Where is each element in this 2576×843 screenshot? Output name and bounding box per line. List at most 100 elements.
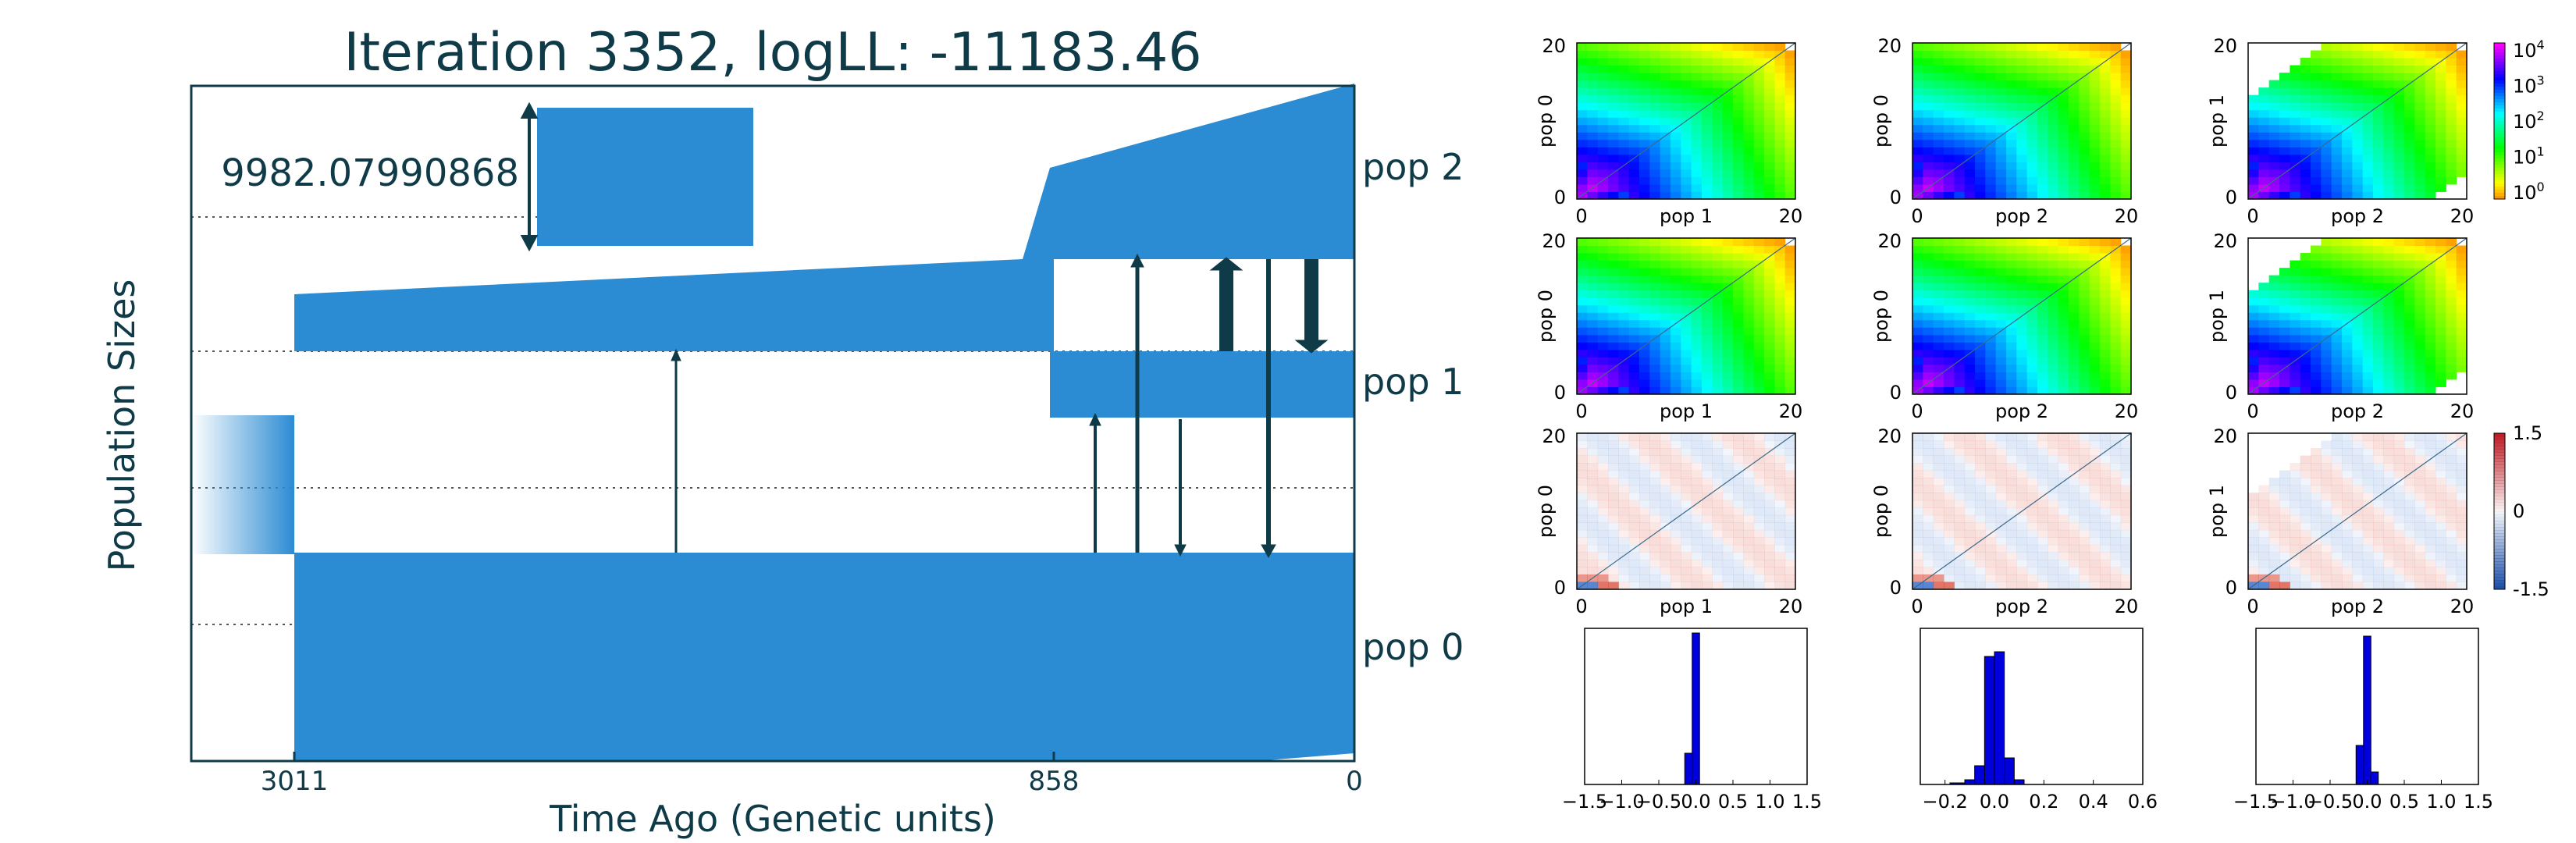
heatmap-cell	[2425, 463, 2436, 471]
heatmap-cell	[2300, 80, 2311, 88]
heatmap-cell	[2404, 559, 2415, 567]
heatmap-cell	[1691, 117, 1703, 126]
heatmap-cell	[2321, 327, 2332, 336]
heatmap-cell	[2110, 87, 2122, 96]
heatmap-cell	[1944, 514, 1955, 523]
heatmap-cell	[2414, 117, 2426, 126]
heatmap-cell	[1753, 319, 1765, 328]
heatmap-cell	[2393, 268, 2405, 276]
heatmap-cell	[2404, 582, 2415, 590]
heatmap-cell	[1660, 102, 1671, 111]
heatmap-cell	[1774, 275, 1786, 283]
heatmap-cell	[1587, 238, 1599, 247]
heatmap-cell	[1628, 455, 1640, 464]
heatmap-cell	[2321, 154, 2332, 162]
heatmap-cell	[2414, 574, 2426, 582]
heatmap-cell	[1618, 253, 1630, 261]
heatmap-cell	[1964, 327, 1976, 336]
heatmap-cell	[2321, 80, 2332, 88]
heatmap-cell	[2456, 109, 2467, 118]
heatmap-cell	[2048, 470, 2059, 478]
y-tick-label: 0	[1890, 187, 1902, 208]
heatmap-cell	[2393, 94, 2405, 103]
y-tick-label: 0	[1890, 577, 1902, 599]
heatmap-cell	[2311, 169, 2322, 177]
heatmap-cell	[1577, 58, 1588, 66]
heatmap-cell	[2069, 260, 2080, 269]
heatmap-cell	[1774, 260, 1786, 269]
heatmap-cell	[1784, 183, 1796, 192]
heatmap-cell	[2414, 109, 2426, 118]
heatmap-cell	[2016, 253, 2028, 261]
heatmap-cell	[1774, 448, 1786, 457]
heatmap-cell	[1577, 80, 1588, 88]
heatmap-cell	[1954, 290, 1966, 298]
heatmap-cell	[2435, 372, 2446, 380]
heatmap-cell	[1691, 544, 1703, 553]
heatmap-cell	[2331, 567, 2343, 575]
heatmap-cell	[2006, 522, 2017, 531]
heatmap-cell	[1985, 327, 1997, 336]
heatmap-cell	[1670, 334, 1681, 343]
heatmap-cell	[2026, 162, 2038, 170]
heatmap-cell	[2383, 386, 2395, 395]
heatmap-cell	[2404, 260, 2415, 269]
heatmap-cell	[2120, 183, 2132, 192]
y-tick-label: 20	[1542, 35, 1566, 57]
heatmap-cell	[2393, 463, 2405, 471]
heatmap-cell	[2006, 176, 2017, 185]
heatmap-cell	[1743, 493, 1755, 501]
heatmap-cell	[2393, 275, 2405, 283]
heatmap-cell	[2435, 582, 2446, 590]
heatmap-cell	[2058, 500, 2069, 508]
heatmap-cell	[1774, 567, 1786, 575]
heatmap-cell	[1975, 312, 1986, 321]
heatmap-cell	[2268, 500, 2280, 508]
heatmap-cell	[1944, 191, 1955, 200]
heatmap-cell	[1985, 176, 1997, 185]
heatmap-cell	[1954, 58, 1966, 66]
heatmap-cell	[1944, 124, 1955, 133]
heatmap-cell	[2362, 73, 2374, 81]
heatmap-cell	[2393, 470, 2405, 478]
heatmap-cell	[2006, 493, 2017, 501]
heatmap-cell	[1691, 386, 1703, 395]
heatmap-cell	[2300, 529, 2311, 538]
heatmap-cell	[2120, 507, 2132, 516]
heatmap-cell	[1923, 162, 1934, 170]
heatmap-cell	[1944, 117, 1955, 126]
heatmap-cell	[2352, 327, 2364, 336]
heatmap-cell	[1964, 529, 1976, 538]
x-axis-label: pop 2	[1995, 596, 2048, 617]
heatmap-cell	[1985, 183, 1997, 192]
heatmap-cell	[1733, 147, 1744, 155]
heatmap-cell	[2058, 132, 2069, 140]
y-tick-label: 20	[1877, 35, 1902, 57]
heatmap-cell	[1691, 529, 1703, 538]
heatmap-cell	[2089, 379, 2101, 387]
heatmap-cell	[2069, 147, 2080, 155]
heatmap-cell	[2037, 386, 2048, 395]
heatmap-cell	[2383, 283, 2395, 291]
heatmap-cell	[2016, 260, 2028, 269]
heatmap-cell	[1954, 514, 1966, 523]
heatmap-cell	[2058, 65, 2069, 73]
heatmap-cell	[2456, 537, 2467, 546]
heatmap-cell	[1774, 537, 1786, 546]
heatmap-cell	[2311, 567, 2322, 575]
heatmap-cell	[1597, 522, 1609, 531]
heatmap-cell	[2321, 102, 2332, 111]
heatmap-cell	[2290, 485, 2301, 493]
heatmap-cell	[1975, 552, 1986, 560]
heatmap-cell	[1964, 440, 1976, 449]
heatmap-cell	[1722, 245, 1734, 254]
heatmap-cell	[1954, 191, 1966, 200]
heatmap-cell	[1944, 253, 1955, 261]
heatmap-cell	[2331, 162, 2343, 170]
heatmap-cell	[2373, 183, 2384, 192]
heatmap-cell	[1702, 176, 1713, 185]
x-tick-label: 20	[2115, 596, 2139, 617]
heatmap-cell	[1608, 65, 1619, 73]
heatmap-cell	[1933, 463, 1944, 471]
heatmap-cell	[2258, 386, 2270, 395]
